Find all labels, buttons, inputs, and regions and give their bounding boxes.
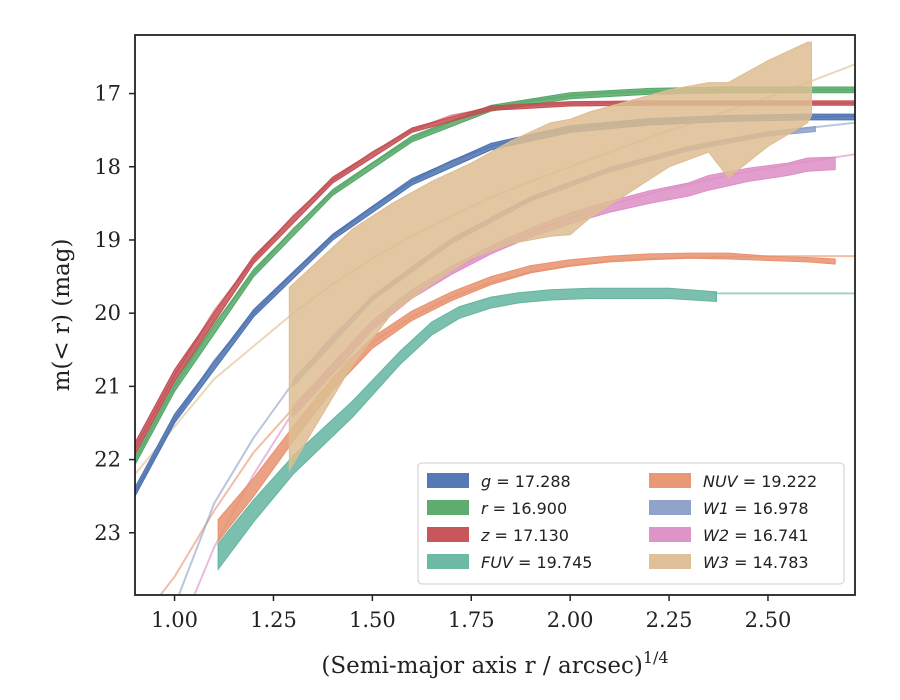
x-tick-label: 2.25 xyxy=(646,608,693,632)
y-tick-label: 21 xyxy=(94,374,121,398)
band-r xyxy=(135,86,855,465)
legend-swatch xyxy=(427,527,469,542)
y-tick-label: 18 xyxy=(94,155,121,179)
x-axis-title-text: (Semi-major axis r / arcsec) xyxy=(321,653,642,679)
x-tick-label: 1.50 xyxy=(349,608,396,632)
legend-label: FUV = 19.745 xyxy=(481,553,592,572)
legend-label: g = 17.288 xyxy=(481,472,571,491)
legend-swatch xyxy=(649,554,691,569)
y-axis-ticks: 17 18 19 20 21 22 23 xyxy=(94,82,135,545)
x-axis-title: (Semi-major axis r / arcsec)1/4 xyxy=(321,648,668,679)
legend-item-fuv: FUV = 19.745 xyxy=(427,553,592,572)
band-fuv xyxy=(217,287,717,571)
y-tick-label: 19 xyxy=(94,228,121,252)
legend: g = 17.288 r = 16.900 z = 17.130 FUV = 19.7… xyxy=(417,462,845,585)
legend-item-r: r = 16.900 xyxy=(427,499,567,518)
legend-item-z: z = 17.130 xyxy=(427,526,569,545)
x-tick-label: 1.25 xyxy=(250,608,297,632)
measured-bands xyxy=(135,41,855,571)
y-tick-label: 20 xyxy=(94,301,121,325)
x-tick-label: 2.50 xyxy=(745,608,792,632)
legend-label: z = 17.130 xyxy=(480,526,569,545)
x-tick-label: 1.75 xyxy=(448,608,495,632)
legend-item-g: g = 17.288 xyxy=(427,472,571,491)
band-nuv xyxy=(217,252,836,544)
legend-item-w1: W1 = 16.978 xyxy=(649,499,809,518)
legend-swatch xyxy=(649,527,691,542)
legend-item-w3: W3 = 14.783 xyxy=(649,553,809,572)
legend-swatch xyxy=(649,500,691,515)
x-tick-label: 2.00 xyxy=(547,608,594,632)
y-axis-title: m(< r) (mag) xyxy=(49,239,75,392)
band-z xyxy=(135,100,855,455)
legend-swatch xyxy=(427,500,469,515)
legend-label: W2 = 16.741 xyxy=(703,526,809,545)
legend-item-nuv: NUV = 19.222 xyxy=(649,472,817,491)
legend-swatch xyxy=(427,554,469,569)
plot-frame xyxy=(134,34,856,596)
legend-label: W3 = 14.783 xyxy=(703,553,809,572)
y-tick-label: 22 xyxy=(94,448,121,472)
legend-label: W1 = 16.978 xyxy=(703,499,809,518)
legend-label: r = 16.900 xyxy=(481,499,567,518)
legend-box xyxy=(417,462,845,585)
x-axis-title-exponent: 1/4 xyxy=(643,648,669,667)
legend-item-w2: W2 = 16.741 xyxy=(649,526,809,545)
legend-swatch xyxy=(649,473,691,488)
legend-items: g = 17.288 r = 16.900 z = 17.130 FUV = 19.7… xyxy=(427,472,817,572)
y-tick-label: 23 xyxy=(94,521,121,545)
band-w3 xyxy=(288,41,812,473)
band-g xyxy=(135,113,855,497)
x-tick-label: 1.00 xyxy=(151,608,198,632)
legend-label: NUV = 19.222 xyxy=(703,472,817,491)
y-tick-label: 17 xyxy=(94,82,121,106)
legend-swatch xyxy=(427,473,469,488)
x-axis-ticks: 1.00 1.25 1.50 1.75 2.00 2.25 2.50 xyxy=(151,595,791,632)
